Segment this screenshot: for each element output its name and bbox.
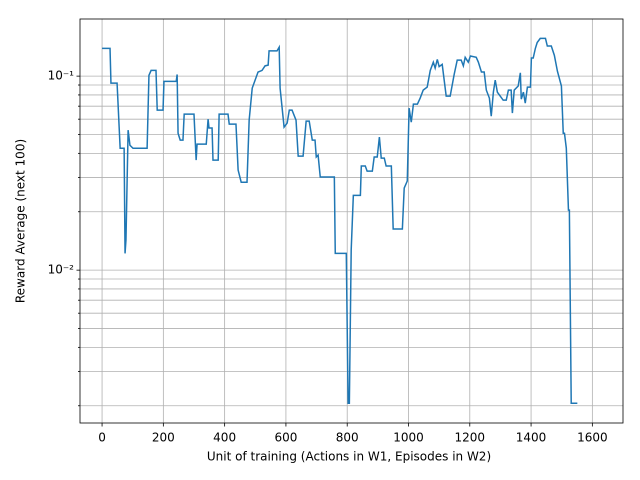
y-tick-label: 10⁻² <box>48 263 75 277</box>
x-tick-label: 0 <box>98 431 106 445</box>
x-tick-label: 1600 <box>577 431 608 445</box>
line <box>102 37 578 405</box>
y-axis-label: Reward Average (next 100) <box>14 139 28 303</box>
y-tick-label: 10⁻¹ <box>48 69 75 83</box>
x-tick-label: 600 <box>274 431 297 445</box>
x-tick-label: 1000 <box>393 431 424 445</box>
x-tick-label: 1400 <box>516 431 547 445</box>
x-tick-label: 800 <box>336 431 359 445</box>
x-tick-label: 1200 <box>455 431 486 445</box>
x-tick-label: 200 <box>152 431 175 445</box>
plot-frame <box>79 18 624 424</box>
x-tick-label: 400 <box>213 431 236 445</box>
x-axis-label: Unit of training (Actions in W1, Episode… <box>207 450 491 464</box>
